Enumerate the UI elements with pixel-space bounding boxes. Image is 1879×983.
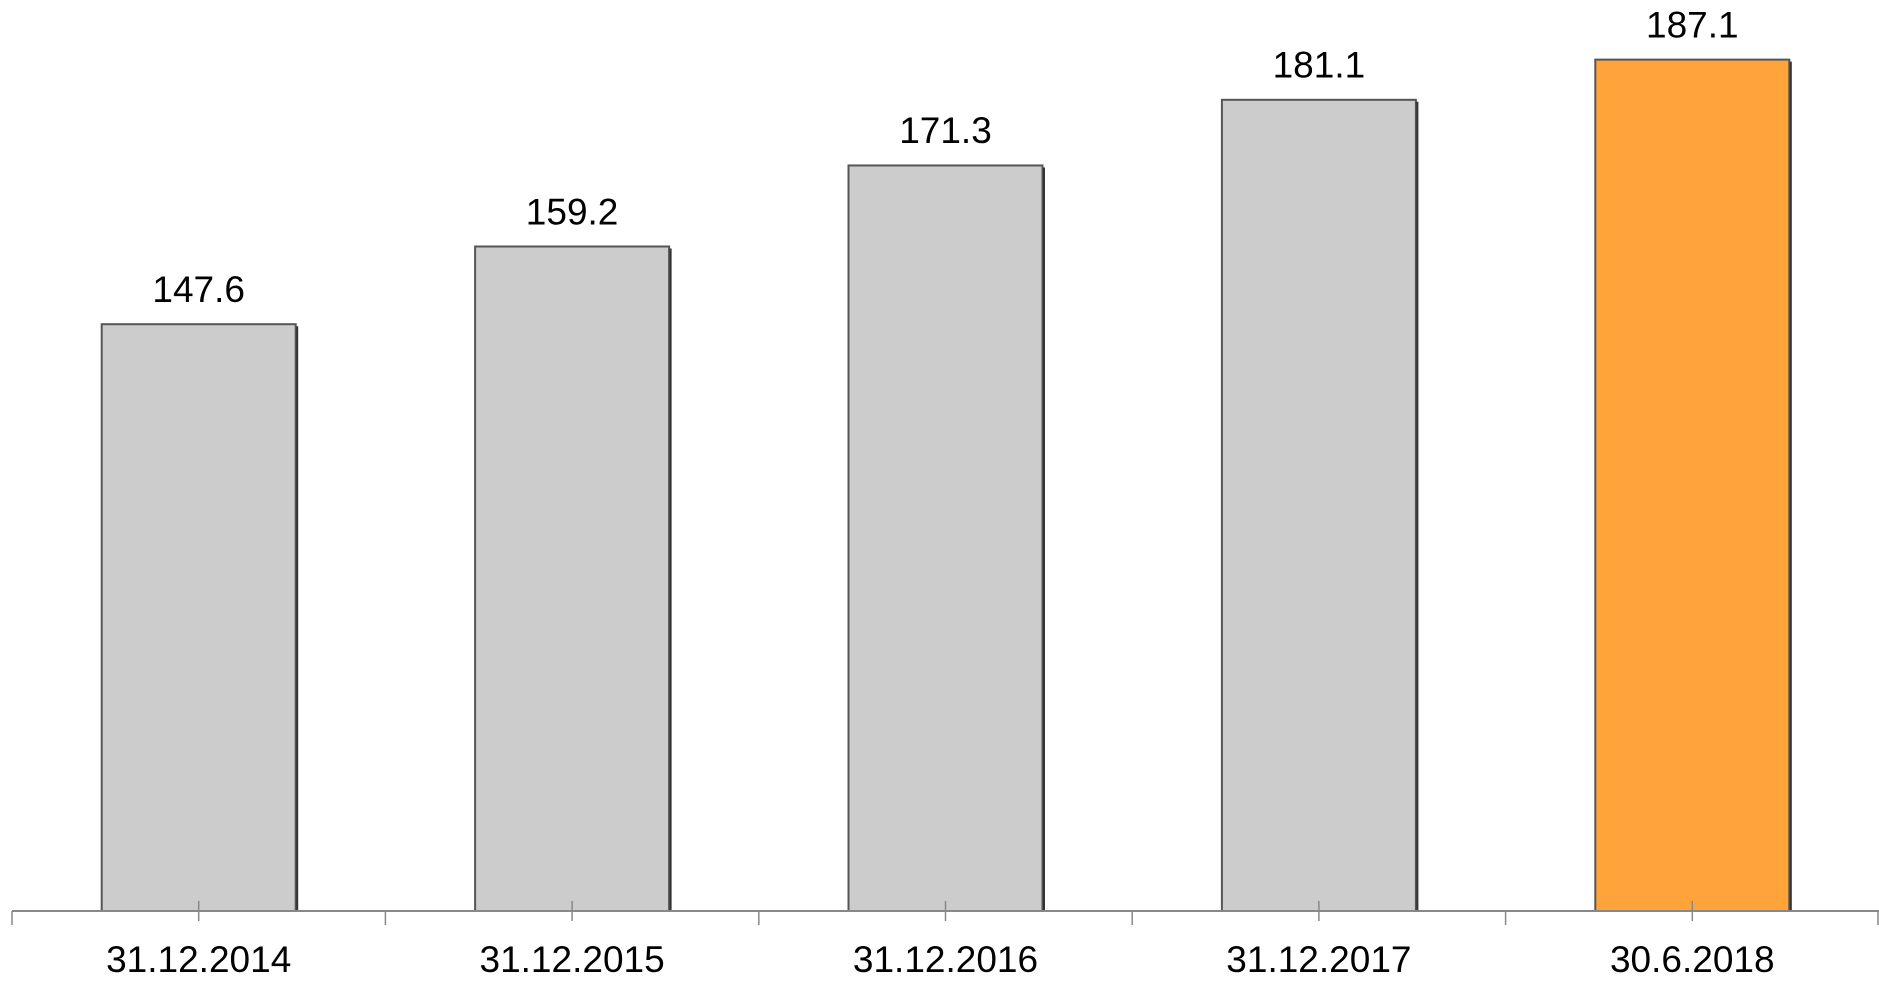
- data-label: 159.2: [526, 191, 619, 232]
- bar: [100, 323, 297, 913]
- bar: [1594, 58, 1791, 913]
- data-label: 171.3: [899, 110, 992, 151]
- bar: [1220, 98, 1417, 912]
- x-tick-label: 31.12.2015: [480, 939, 665, 980]
- bar: [847, 164, 1044, 912]
- data-label: 187.1: [1646, 4, 1739, 45]
- data-label: 147.6: [152, 269, 245, 310]
- x-tick-label: 31.12.2014: [106, 939, 291, 980]
- x-tick-label: 30.6.2018: [1610, 939, 1775, 980]
- data-label: 181.1: [1273, 45, 1366, 86]
- x-tick-label: 31.12.2016: [853, 939, 1038, 980]
- x-tick-label: 31.12.2017: [1226, 939, 1411, 980]
- bar: [474, 245, 671, 913]
